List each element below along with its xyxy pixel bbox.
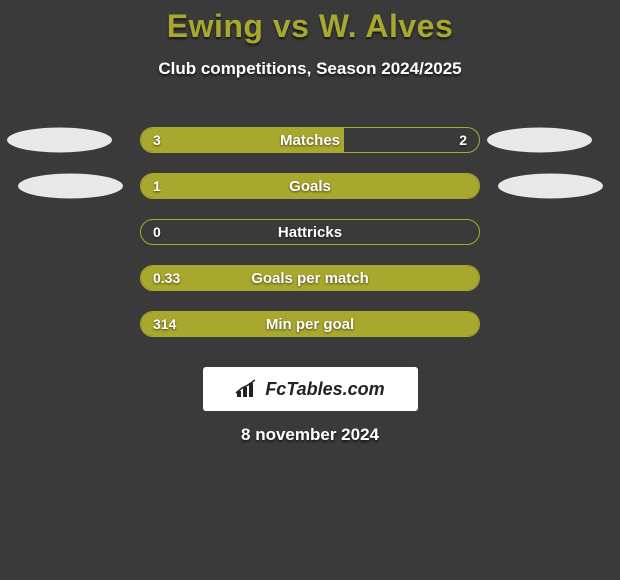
- stat-bar-track: 0 Hattricks: [140, 219, 480, 245]
- source-logo[interactable]: FcTables.com: [203, 367, 418, 411]
- stat-row-min-per-goal: 314 Min per goal: [0, 301, 620, 347]
- stat-row-hattricks: 0 Hattricks: [0, 209, 620, 255]
- stat-bar-fill: [141, 312, 479, 336]
- stat-bar-fill: [141, 128, 344, 152]
- infographic-container: Ewing vs W. Alves Club competitions, Sea…: [0, 0, 620, 445]
- stat-bar-fill: [141, 266, 479, 290]
- player-left-ellipse: [7, 128, 112, 153]
- stat-row-matches: 3 Matches 2: [0, 117, 620, 163]
- stat-bar-fill: [141, 174, 479, 198]
- stat-bar-track: 1 Goals: [140, 173, 480, 199]
- player-right-ellipse: [498, 174, 603, 199]
- stats-list: 3 Matches 2 1 Goals 0 Hattricks: [0, 117, 620, 347]
- stat-bar-track: 0.33 Goals per match: [140, 265, 480, 291]
- stat-value-left: 0: [153, 220, 161, 244]
- stat-row-goals: 1 Goals: [0, 163, 620, 209]
- logo-text: FcTables.com: [265, 379, 384, 400]
- stat-value-right: 2: [459, 128, 467, 152]
- player-left-ellipse: [18, 174, 123, 199]
- player-right-ellipse: [487, 128, 592, 153]
- stat-label: Hattricks: [141, 220, 479, 244]
- date-label: 8 november 2024: [0, 425, 620, 445]
- stat-bar-track: 3 Matches 2: [140, 127, 480, 153]
- bar-chart-icon: [235, 379, 259, 399]
- stat-row-goals-per-match: 0.33 Goals per match: [0, 255, 620, 301]
- stat-bar-track: 314 Min per goal: [140, 311, 480, 337]
- page-subtitle: Club competitions, Season 2024/2025: [0, 59, 620, 79]
- page-title: Ewing vs W. Alves: [0, 8, 620, 45]
